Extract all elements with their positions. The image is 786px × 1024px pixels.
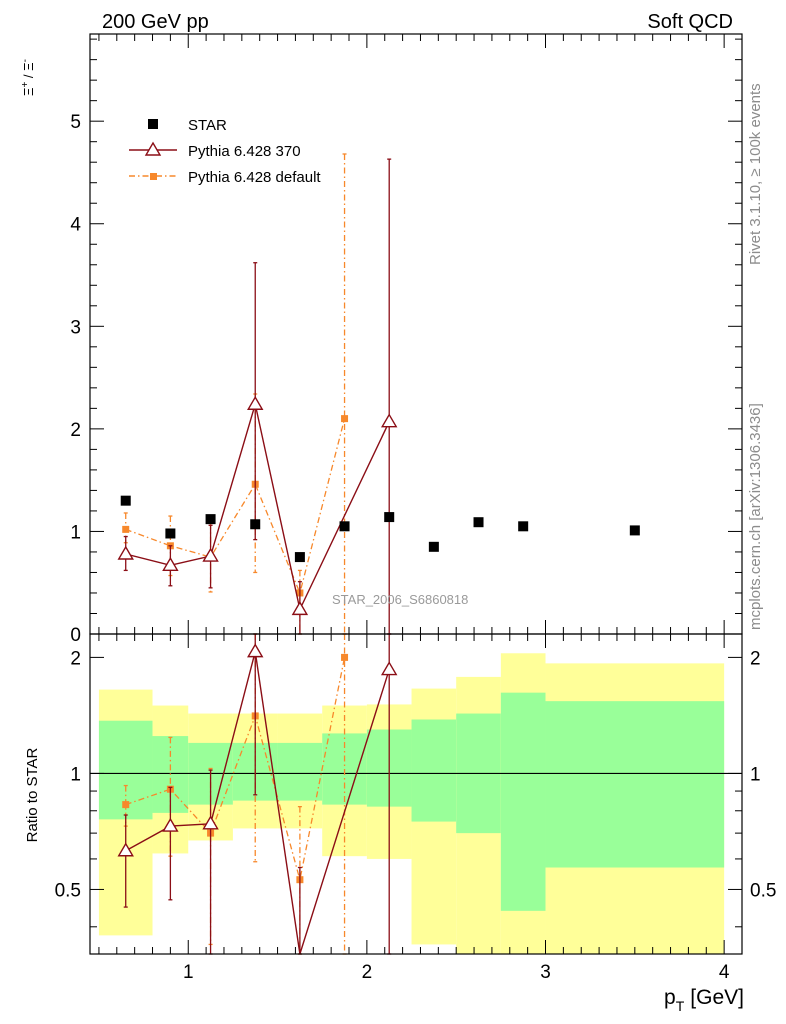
xlabel-p: p [664,986,676,1009]
header-right: Soft QCD [647,11,733,33]
svg-text:Ξ+ / Ξ-: Ξ+ / Ξ- [20,59,37,96]
data-series [117,153,640,955]
legend-marker-pythia-default [150,173,157,180]
band-inner-10 [545,701,725,868]
main-point-pythia-370-0 [117,545,134,560]
ratio-ytick-label-left-1: 1 [70,764,81,785]
legend-label-pythia-default: Pythia 6.428 default [188,169,321,186]
legend-entry-pythia-default: Pythia 6.428 default [129,169,321,186]
ratio-line-pythia-370 [125,651,390,955]
main-point-star-7 [428,541,439,552]
ylabel-numerator: Ξ [21,88,36,96]
main-point-pythia-default-0 [122,525,130,533]
plot-frames [89,33,743,955]
legend-marker-star [148,119,158,129]
xlabel-sub: T [676,998,685,1014]
ratio-ytick-label-left-2: 2 [70,648,81,669]
axis-ticks: 0 1 2 3 4 5 0.5 0.5 1 1 2 2 1 2 3 4 [55,34,776,983]
main-point-star-4 [294,552,305,563]
side-label-rivet: Rivet 3.1.10, ≥ 100k events [747,83,764,265]
ylabel-denominator-sup: - [20,59,31,62]
main-ytick-label-2: 2 [70,420,81,441]
main-ytick-label-0: 0 [70,625,81,646]
xtick-label-3: 4 [719,962,730,983]
ylabel-separator: / [21,71,36,82]
ratio-panel-frame [89,633,743,955]
main-point-pythia-370-1 [162,556,179,571]
main-ytick-label-5: 5 [70,112,81,133]
band-inner-4 [277,742,323,801]
main-point-star-9 [518,521,529,532]
legend-label-pythia-370: Pythia 6.428 370 [188,143,301,160]
main-ytick-label-3: 3 [70,317,81,338]
main-point-pythia-370-5 [380,413,398,428]
main-line-pythia-370 [125,404,390,612]
ratio-ytick-label-right-2: 2 [750,648,761,669]
ratio-point-pythia-370-0 [117,842,134,857]
legend-marker-pythia-370 [144,141,162,156]
ratio-y-axis-title: Ratio to STAR [24,747,41,842]
ratio-point-pythia-default-5 [341,653,349,661]
main-point-star-5 [339,521,350,532]
band-inner-7 [411,719,457,822]
watermark: STAR_2006_S6860818 [332,592,468,607]
xtick-label-2: 3 [540,962,551,983]
ratio-point-pythia-default-0 [122,801,130,809]
ratio-point-pythia-370-5 [380,661,398,676]
legend-entry-star: STAR [148,117,227,134]
xtick-label-1: 2 [362,962,373,983]
x-axis-title: pT [GeV] [664,986,744,1014]
main-point-star-10 [629,525,640,536]
main-point-star-6 [384,512,395,523]
legend: STAR Pythia 6.428 370 Pythia 6.428 defau… [129,117,321,186]
ylabel-numerator-sup: + [20,82,31,88]
header-left: 200 GeV pp [102,11,209,33]
ratio-ytick-label-right-0: 0.5 [750,880,776,901]
band-inner-9 [500,692,546,911]
main-point-star-8 [473,517,484,528]
main-y-axis-title: Ξ+ / Ξ- [20,59,37,96]
main-point-star-2 [205,514,216,525]
ratio-ytick-label-left-0: 0.5 [55,880,81,901]
main-point-star-3 [250,519,261,530]
main-point-pythia-370-2 [202,547,219,562]
ylabel-denominator: Ξ [21,62,36,70]
legend-label-star: STAR [188,117,227,134]
ratio-point-pythia-370-3 [247,643,264,658]
main-point-star-0 [120,495,131,506]
ratio-uncertainty-bands [98,653,725,954]
main-point-pythia-default-5 [341,415,349,423]
main-line-pythia-default [125,418,346,596]
main-point-pythia-370-4 [291,600,309,616]
main-ytick-label-1: 1 [70,522,81,543]
main-point-star-1 [165,528,176,539]
xtick-label-0: 1 [183,962,194,983]
ratio-ytick-label-right-1: 1 [750,764,761,785]
legend-entry-pythia-370: Pythia 6.428 370 [129,141,301,160]
svg-text:pT[GeV]: pT [GeV] [664,986,744,1014]
xlabel-unit: [GeV] [690,986,744,1009]
ratio-point-pythia-370-1 [162,817,179,832]
ratio-point-pythia-370-2 [202,815,219,830]
side-label-mcplots: mcplots.cern.ch [arXiv:1306.3436] [747,403,764,630]
main-point-pythia-370-3 [247,395,264,410]
main-ytick-label-4: 4 [70,215,81,236]
